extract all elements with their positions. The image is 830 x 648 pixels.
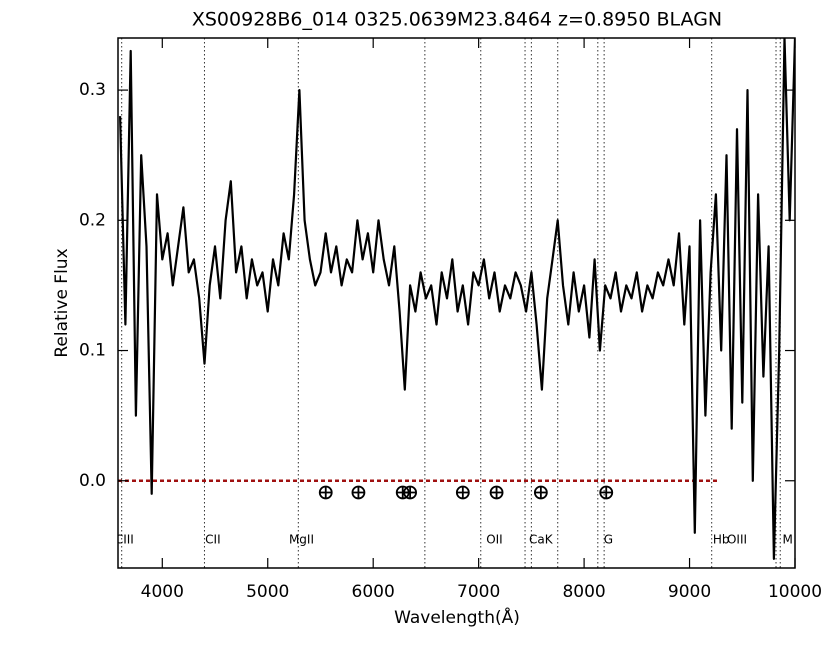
feature-label: OII — [486, 533, 503, 547]
x-tick-label: 8000 — [562, 582, 605, 602]
telluric-cross — [319, 486, 332, 499]
telluric-marker — [489, 485, 504, 500]
y-axis-label: Relative Flux — [52, 248, 72, 357]
plot-frame — [117, 37, 796, 569]
telluric-cross — [534, 486, 547, 499]
y-tick-label: 0.2 — [79, 210, 106, 230]
x-tick-label: 9000 — [668, 582, 711, 602]
x-tick-label: 6000 — [352, 582, 395, 602]
telluric-cross — [600, 486, 613, 499]
x-tick-label: 10000 — [768, 582, 822, 602]
feature-label: CII — [205, 533, 220, 547]
feature-label: CIII — [115, 533, 134, 547]
x-axis-label: Wavelength(Å) — [394, 606, 520, 628]
telluric-marker — [351, 485, 366, 500]
y-tick-label: 0.0 — [79, 471, 106, 491]
feature-label: CaK — [529, 533, 554, 547]
telluric-cross — [490, 486, 503, 499]
telluric-marker — [403, 485, 418, 500]
telluric-marker — [318, 485, 333, 500]
x-tick-label: 4000 — [141, 582, 184, 602]
y-tick-label: 0.3 — [79, 80, 106, 100]
x-tick-label: 5000 — [246, 582, 289, 602]
feature-label: M — [782, 533, 792, 547]
feature-label: OIII — [727, 533, 747, 547]
chart-title: XS00928B6_014 0325.0639M23.8464 z=0.8950… — [192, 9, 722, 31]
y-tick-label: 0.1 — [79, 341, 106, 361]
telluric-cross — [456, 486, 469, 499]
feature-label: G — [604, 533, 613, 547]
feature-label: MgII — [289, 533, 314, 547]
telluric-cross — [404, 486, 417, 499]
x-tick-label: 7000 — [457, 582, 500, 602]
telluric-cross — [352, 486, 365, 499]
feature-label: Hb — [713, 533, 730, 547]
telluric-marker — [599, 485, 614, 500]
spectrum-line — [119, 38, 795, 560]
telluric-marker — [533, 485, 548, 500]
telluric-marker — [455, 485, 470, 500]
